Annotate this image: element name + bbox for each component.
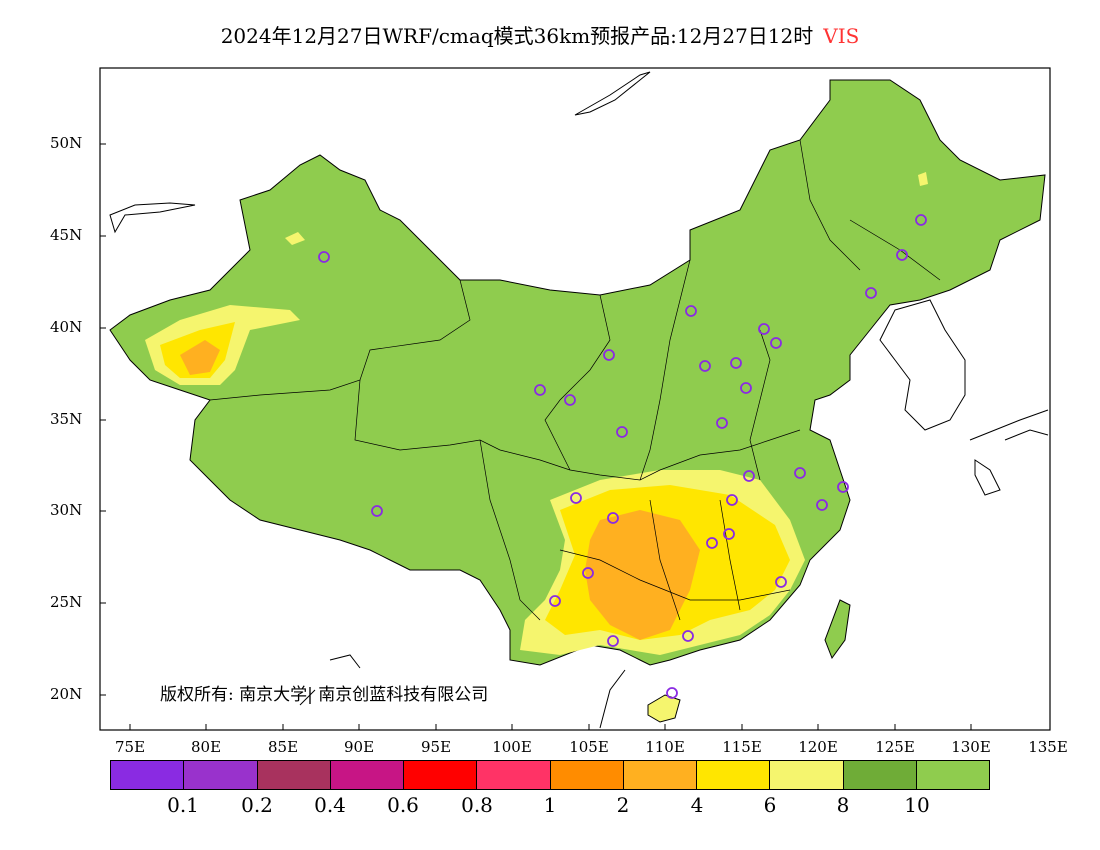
- station-marker: [716, 417, 728, 429]
- lon-label: 105E: [569, 738, 609, 756]
- legend-label: 0.1: [167, 793, 199, 817]
- station-marker: [549, 595, 561, 607]
- station-marker: [534, 384, 546, 396]
- hainan-island: [647, 694, 681, 723]
- lat-label: 40N: [50, 318, 83, 336]
- legend-swatch: [697, 761, 771, 789]
- station-marker: [607, 512, 619, 524]
- legend-swatch: [184, 761, 258, 789]
- station-marker: [730, 357, 742, 369]
- station-marker: [837, 481, 849, 493]
- title-variable: VIS: [823, 24, 860, 48]
- legend-swatch: [623, 761, 697, 789]
- station-marker: [816, 499, 828, 511]
- station-marker: [685, 305, 697, 317]
- low-vis-nw-spot: [285, 232, 305, 245]
- legend-label: 2: [616, 793, 630, 817]
- legend-label: 0.2: [241, 793, 273, 817]
- station-marker: [775, 576, 787, 588]
- station-marker: [666, 687, 678, 699]
- station-marker: [318, 251, 330, 263]
- legend-swatch: [330, 761, 404, 789]
- station-marker: [682, 630, 694, 642]
- legend-swatch: [550, 761, 624, 789]
- station-marker: [915, 214, 927, 226]
- lon-label: 110E: [645, 738, 685, 756]
- lat-label: 25N: [50, 593, 83, 611]
- legend-swatch: [770, 761, 844, 789]
- legend-swatch: [404, 761, 478, 789]
- taiwan-island: [824, 599, 851, 660]
- lat-label: 45N: [50, 226, 83, 244]
- province-borders: [209, 139, 941, 621]
- station-marker: [570, 492, 582, 504]
- station-marker: [743, 470, 755, 482]
- station-marker: [607, 635, 619, 647]
- legend-label: 8: [836, 793, 850, 817]
- legend-swatch: [477, 761, 551, 789]
- legend-label: 1: [543, 793, 557, 817]
- lon-label: 135E: [1028, 738, 1068, 756]
- chart-title: 2024年12月27日WRF/cmaq模式36km预报产品:12月27日12时 V…: [0, 20, 1080, 49]
- japan-coast: [969, 409, 1049, 496]
- station-marker: [582, 567, 594, 579]
- station-marker: [865, 287, 877, 299]
- station-marker: [723, 528, 735, 540]
- station-marker: [726, 494, 738, 506]
- station-marker: [699, 360, 711, 372]
- station-marker: [740, 382, 752, 394]
- lon-label: 80E: [190, 738, 222, 756]
- lon-label: 130E: [951, 738, 991, 756]
- lon-label: 75E: [114, 738, 146, 756]
- legend-label: 0.6: [387, 793, 419, 817]
- lat-label: 20N: [50, 685, 83, 703]
- lon-label: 90E: [343, 738, 375, 756]
- legend-swatch: [916, 761, 989, 789]
- title-main: 2024年12月27日WRF/cmaq模式36km预报产品:12月27日12时: [220, 24, 814, 48]
- legend-label: 0.8: [461, 793, 493, 817]
- low-vis-ne-spot: [918, 172, 928, 186]
- legend-colorbar: [110, 760, 990, 790]
- station-marker: [564, 394, 576, 406]
- legend-label: 0.4: [314, 793, 346, 817]
- lon-label: 125E: [875, 738, 915, 756]
- lon-label: 85E: [267, 738, 299, 756]
- legend-label: 4: [690, 793, 704, 817]
- lon-label: 120E: [798, 738, 838, 756]
- legend-label: 10: [904, 793, 930, 817]
- station-marker: [603, 349, 615, 361]
- map-frame: [99, 67, 1051, 731]
- station-marker: [758, 323, 770, 335]
- low-vis-west-orange: [180, 340, 220, 375]
- lat-label: 30N: [50, 501, 83, 519]
- kazakh-lake: [109, 202, 196, 234]
- legend-swatch: [111, 761, 185, 789]
- station-marker: [896, 249, 908, 261]
- lon-label: 95E: [420, 738, 452, 756]
- lon-label: 115E: [722, 738, 762, 756]
- lon-label: 100E: [492, 738, 532, 756]
- legend-swatch: [843, 761, 917, 789]
- station-marker: [616, 426, 628, 438]
- russia-lake: [574, 71, 651, 116]
- station-markers: [318, 214, 927, 699]
- station-marker: [706, 537, 718, 549]
- lat-label: 35N: [50, 410, 83, 428]
- china-landmass: [109, 79, 1046, 666]
- legend-swatch: [257, 761, 331, 789]
- vietnam-coast: [299, 654, 626, 729]
- copyright-text: 版权所有: 南京大学| 南京创蓝科技有限公司: [160, 685, 489, 705]
- station-marker: [770, 337, 782, 349]
- lat-label: 50N: [50, 134, 83, 152]
- legend-label: 6: [763, 793, 777, 817]
- low-vis-orange: [585, 510, 700, 640]
- station-marker: [371, 505, 383, 517]
- station-marker: [794, 467, 806, 479]
- korea-coast: [879, 299, 966, 431]
- axis-ticks: [100, 143, 972, 730]
